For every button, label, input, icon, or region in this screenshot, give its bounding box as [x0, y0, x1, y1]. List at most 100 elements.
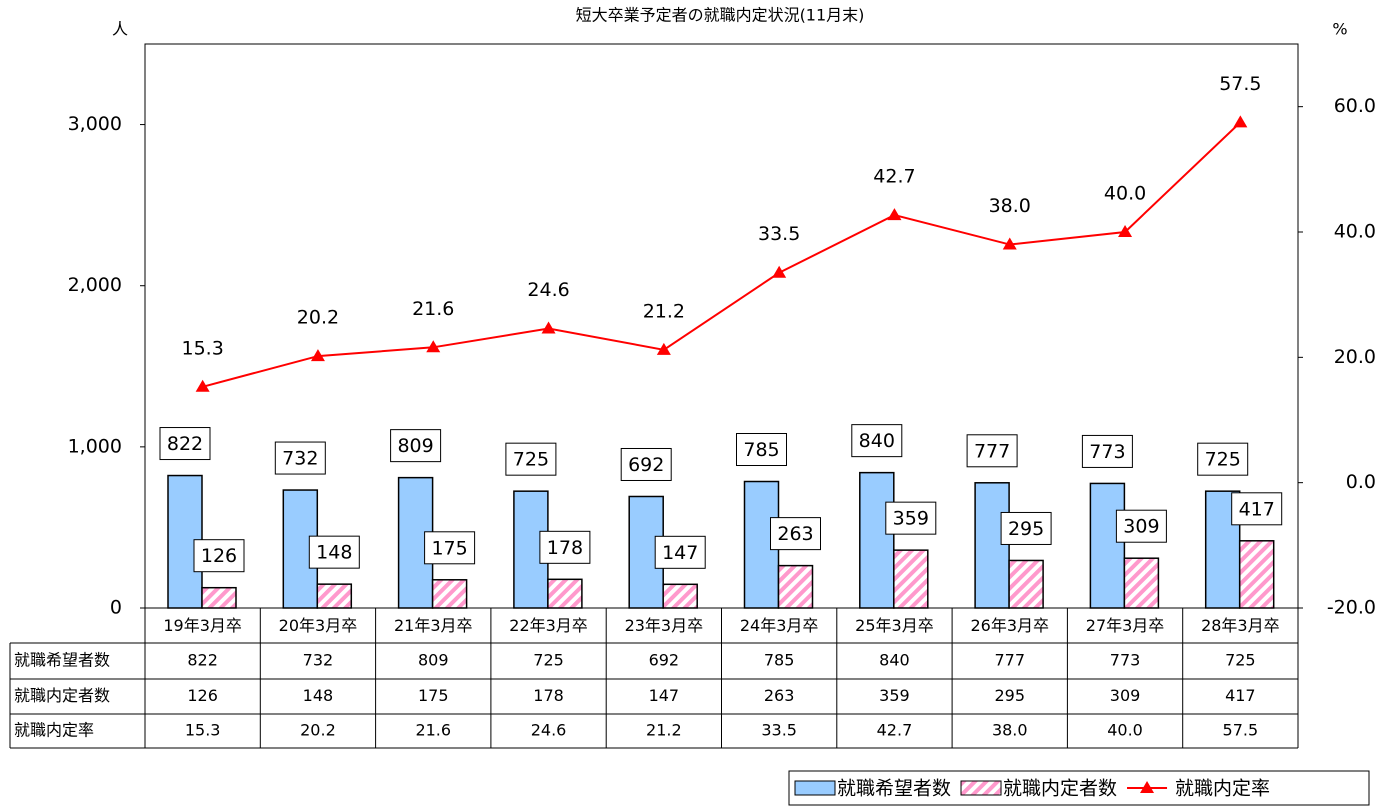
table-cell: 21.6	[415, 721, 451, 740]
bar-label: 725	[513, 449, 549, 471]
rate-label: 38.0	[989, 195, 1031, 217]
table-cell: 33.5	[761, 721, 797, 740]
y2-axis-unit: %	[1332, 20, 1347, 39]
table-cell: 126	[187, 686, 218, 705]
table-cell: 175	[418, 686, 449, 705]
table-cell: 57.5	[1223, 721, 1259, 740]
label-box	[654, 535, 706, 569]
bar-label: 148	[316, 542, 352, 564]
bar-label: 777	[974, 440, 1010, 462]
rate-line	[202, 121, 1242, 388]
bar-label: 692	[628, 454, 664, 476]
bar	[974, 482, 1010, 609]
legend-label: 就職内定者数	[1003, 778, 1117, 800]
label-box	[620, 447, 672, 481]
rate-label: 15.3	[181, 337, 223, 359]
label-box	[505, 442, 557, 476]
bar-label: 840	[859, 430, 895, 452]
rate-label: 24.6	[527, 279, 569, 301]
bar-label: 147	[662, 542, 698, 564]
bar-label: 785	[743, 439, 779, 461]
table-row-header: 就職内定者数	[14, 686, 110, 705]
x-tick-label: 22年3月卒	[509, 616, 588, 635]
y2-tick-label: 0.0	[1346, 471, 1376, 493]
table-cell: 40.0	[1107, 721, 1143, 740]
bar	[777, 564, 814, 609]
y2-tick-label: 60.0	[1334, 95, 1376, 117]
bar-label: 178	[547, 537, 583, 559]
table-cell: 178	[533, 686, 564, 705]
rate-label: 33.5	[758, 223, 800, 245]
bar	[1008, 559, 1044, 609]
label-box	[1197, 442, 1249, 476]
table-cell: 809	[418, 651, 449, 670]
bar-label: 732	[282, 448, 318, 470]
table-cell: 732	[303, 651, 334, 670]
bar-label: 263	[777, 523, 813, 545]
bar	[316, 583, 353, 609]
bar	[1238, 540, 1275, 609]
bar-label: 359	[893, 508, 929, 530]
label-box	[1115, 509, 1167, 543]
table-cell: 725	[1225, 651, 1256, 670]
label-box	[1081, 434, 1133, 468]
table-cell: 148	[303, 686, 334, 705]
y2-tick-label: 40.0	[1334, 221, 1376, 243]
chart-title: 短大卒業予定者の就職内定状況(11月末)	[576, 6, 865, 25]
rate-marker	[541, 321, 556, 334]
table-cell: 773	[1110, 651, 1141, 670]
table-cell: 147	[649, 686, 680, 705]
bar-label: 309	[1123, 516, 1159, 538]
rate-marker	[772, 265, 787, 278]
label-box	[274, 441, 326, 475]
x-tick-label: 25年3月卒	[855, 616, 934, 635]
table-cell: 309	[1110, 686, 1141, 705]
bar	[662, 583, 698, 609]
table-row-header: 就職希望者数	[14, 651, 110, 670]
legend-swatch	[960, 780, 1002, 796]
table-cell: 777	[994, 651, 1025, 670]
table-cell: 840	[879, 651, 910, 670]
rate-marker	[1118, 225, 1133, 237]
label-box	[736, 433, 787, 467]
rate-marker	[1002, 237, 1017, 250]
legend-box	[788, 770, 1370, 806]
rate-marker	[887, 208, 902, 221]
label-box	[390, 429, 442, 463]
rate-label: 20.2	[297, 307, 339, 329]
label-box	[308, 535, 360, 569]
table-row-header: 就職内定率	[14, 721, 94, 740]
label-box	[193, 539, 245, 573]
x-tick-label: 20年3月卒	[279, 616, 358, 635]
y2-tick-label: 20.0	[1334, 346, 1376, 368]
table-cell: 20.2	[300, 721, 336, 740]
table-cell: 692	[649, 651, 680, 670]
bar-label: 175	[431, 537, 467, 559]
table-cell: 725	[533, 651, 564, 670]
legend-label: 就職希望者数	[837, 778, 951, 800]
rate-label: 40.0	[1104, 183, 1146, 205]
bar-label: 126	[201, 545, 237, 567]
table-cell: 263	[764, 686, 795, 705]
table-cell: 359	[879, 686, 910, 705]
label-box	[539, 530, 591, 564]
bar-label: 773	[1089, 441, 1125, 463]
bar	[1123, 557, 1160, 609]
bar-label: 809	[397, 435, 433, 457]
label-box	[1000, 511, 1052, 545]
x-tick-label: 23年3月卒	[625, 616, 704, 635]
y-tick-label: 0	[110, 597, 122, 619]
rate-marker	[195, 379, 210, 392]
rate-label: 57.5	[1219, 73, 1261, 95]
label-box	[885, 501, 937, 535]
rate-label: 42.7	[873, 166, 915, 188]
x-tick-label: 28年3月卒	[1201, 616, 1280, 635]
x-tick-label: 27年3月卒	[1086, 616, 1165, 635]
y2-tick-label: -20.0	[1327, 597, 1376, 619]
x-tick-label: 24年3月卒	[740, 616, 819, 635]
y-tick-label: 3,000	[68, 113, 122, 135]
label-box	[966, 434, 1018, 468]
table-cell: 785	[764, 651, 795, 670]
